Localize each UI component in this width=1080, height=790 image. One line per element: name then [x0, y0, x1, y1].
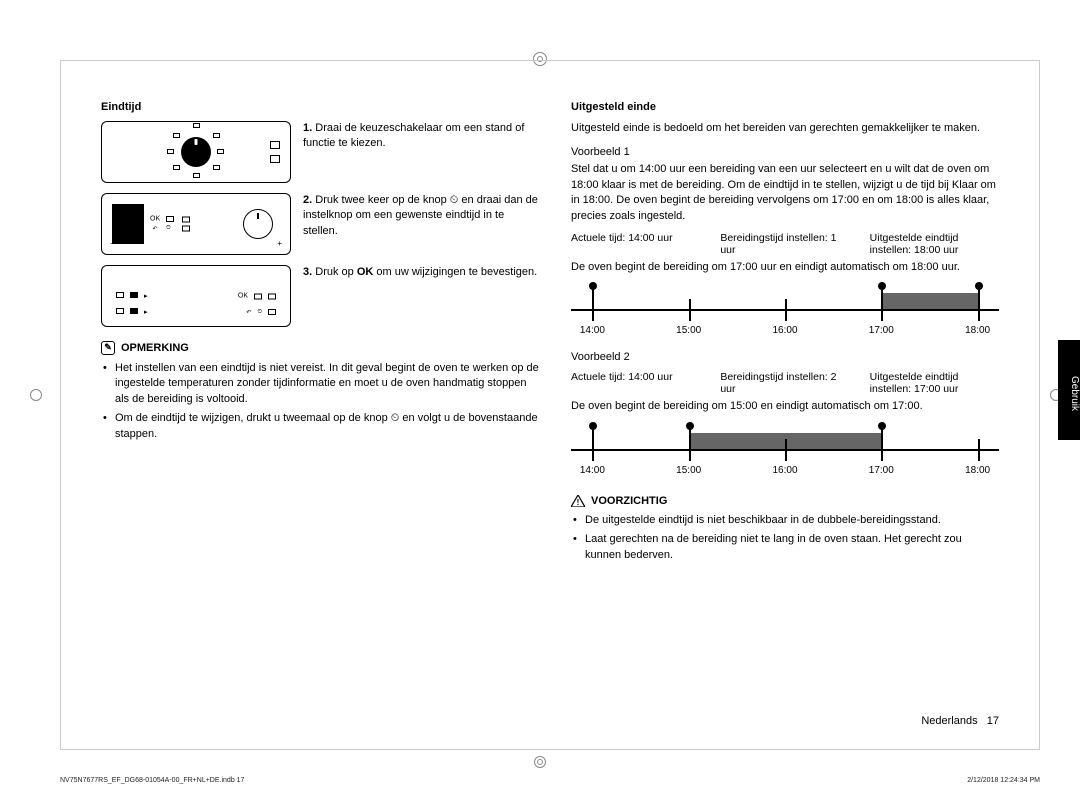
timeline-label: 17:00	[869, 465, 894, 476]
step-2: OK ↶ ⏲ − +	[101, 193, 541, 255]
timeline-label: 16:00	[772, 465, 797, 476]
ok-label: OK	[150, 216, 160, 223]
caution-list: De uitgestelde eindtijd is niet beschikb…	[571, 513, 999, 563]
ex1-desc: Stel dat u om 14:00 uur een bereiding va…	[571, 162, 999, 224]
control-panel-2: OK ↶ ⏲ − +	[101, 193, 291, 255]
ex2-title: Voorbeeld 2	[571, 351, 999, 363]
timeline-label: 18:00	[965, 465, 990, 476]
timeline-1: 14:00 15:00 16:00 17:00 18:00	[571, 281, 999, 341]
caution-item: Laat gerechten na de bereiding niet te l…	[585, 532, 999, 563]
ex1-info: Actuele tijd: 14:00 uur Bereidingstijd i…	[571, 232, 999, 256]
print-footer-left: NV75N7677RS_EF_DG68-01054A-00_FR+NL+DE.i…	[60, 777, 244, 784]
uitgesteld-title: Uitgesteld einde	[571, 101, 999, 113]
ok-label-3: OK	[238, 293, 248, 300]
note-item: Om de eindtijd te wijzigen, drukt u twee…	[115, 411, 541, 442]
eindtijd-title: Eindtijd	[101, 101, 541, 113]
intro-text: Uitgesteld einde is bedoeld om het berei…	[571, 121, 999, 136]
page-frame: Eindtijd	[60, 60, 1040, 750]
timeline-label: 15:00	[676, 465, 701, 476]
print-footer: NV75N7677RS_EF_DG68-01054A-00_FR+NL+DE.i…	[60, 777, 1040, 784]
step-2-text: Druk twee keer op de knop ⏲ en draai dan…	[303, 194, 538, 237]
control-panel-1	[101, 121, 291, 183]
step-3: ▸ OK ▸ ↶	[101, 265, 541, 327]
note-list: Het instellen van een eindtijd is niet v…	[101, 361, 541, 442]
print-footer-right: 2/12/2018 12:24:34 PM	[967, 777, 1040, 784]
sidebar-tab: Gebruik	[1058, 340, 1080, 440]
ex2-info-c: Uitgestelde eindtijd instellen: 17:00 uu…	[870, 371, 999, 395]
step-1-num: 1.	[303, 122, 312, 134]
timeline-label: 15:00	[676, 325, 701, 336]
timeline-2: 14:00 15:00 16:00 17:00 18:00	[571, 421, 999, 481]
ex1-info-b: Bereidingstijd instellen: 1 uur	[720, 232, 849, 256]
ex2-result: De oven begint de bereiding om 15:00 en …	[571, 399, 999, 414]
note-heading: ✎ OPMERKING	[101, 341, 541, 355]
ex1-info-c: Uitgestelde eindtijd instellen: 18:00 uu…	[870, 232, 999, 256]
note-icon: ✎	[101, 341, 115, 355]
ex2-info-b: Bereidingstijd instellen: 2 uur	[720, 371, 849, 395]
note-title: OPMERKING	[121, 342, 189, 354]
ex1-title: Voorbeeld 1	[571, 146, 999, 158]
step-2-num: 2.	[303, 194, 312, 206]
note-item: Het instellen van een eindtijd is niet v…	[115, 361, 541, 407]
right-column: Uitgesteld einde Uitgesteld einde is bed…	[571, 101, 999, 567]
timeline-label: 14:00	[580, 325, 605, 336]
ex2-info: Actuele tijd: 14:00 uur Bereidingstijd i…	[571, 371, 999, 395]
caution-title: VOORZICHTIG	[591, 495, 667, 507]
ex1-result: De oven begint de bereiding om 17:00 uur…	[571, 260, 999, 275]
page-footer: Nederlands 17	[921, 715, 999, 727]
timeline-label: 16:00	[772, 325, 797, 336]
timeline-label: 14:00	[580, 465, 605, 476]
svg-text:!: !	[577, 498, 580, 507]
footer-lang: Nederlands	[921, 715, 977, 727]
step-3-num: 3.	[303, 266, 312, 278]
ex1-info-a: Actuele tijd: 14:00 uur	[571, 232, 700, 256]
timeline-label: 17:00	[869, 325, 894, 336]
left-column: Eindtijd	[101, 101, 541, 567]
caution-icon: !	[571, 495, 585, 507]
step-1: 1. Draai de keuzeschakelaar om een stand…	[101, 121, 541, 183]
step-1-text: Draai de keuzeschakelaar om een stand of…	[303, 122, 524, 149]
crop-mark-bottom	[534, 756, 546, 768]
control-panel-3: ▸ OK ▸ ↶	[101, 265, 291, 327]
crop-mark-left	[30, 389, 42, 401]
footer-page: 17	[987, 715, 999, 727]
temp-dial-icon	[243, 209, 273, 239]
caution-item: De uitgestelde eindtijd is niet beschikb…	[585, 513, 999, 528]
caution-heading: ! VOORZICHTIG	[571, 495, 999, 507]
mode-dial-icon	[181, 137, 211, 167]
timeline-label: 18:00	[965, 325, 990, 336]
ex2-info-a: Actuele tijd: 14:00 uur	[571, 371, 700, 395]
